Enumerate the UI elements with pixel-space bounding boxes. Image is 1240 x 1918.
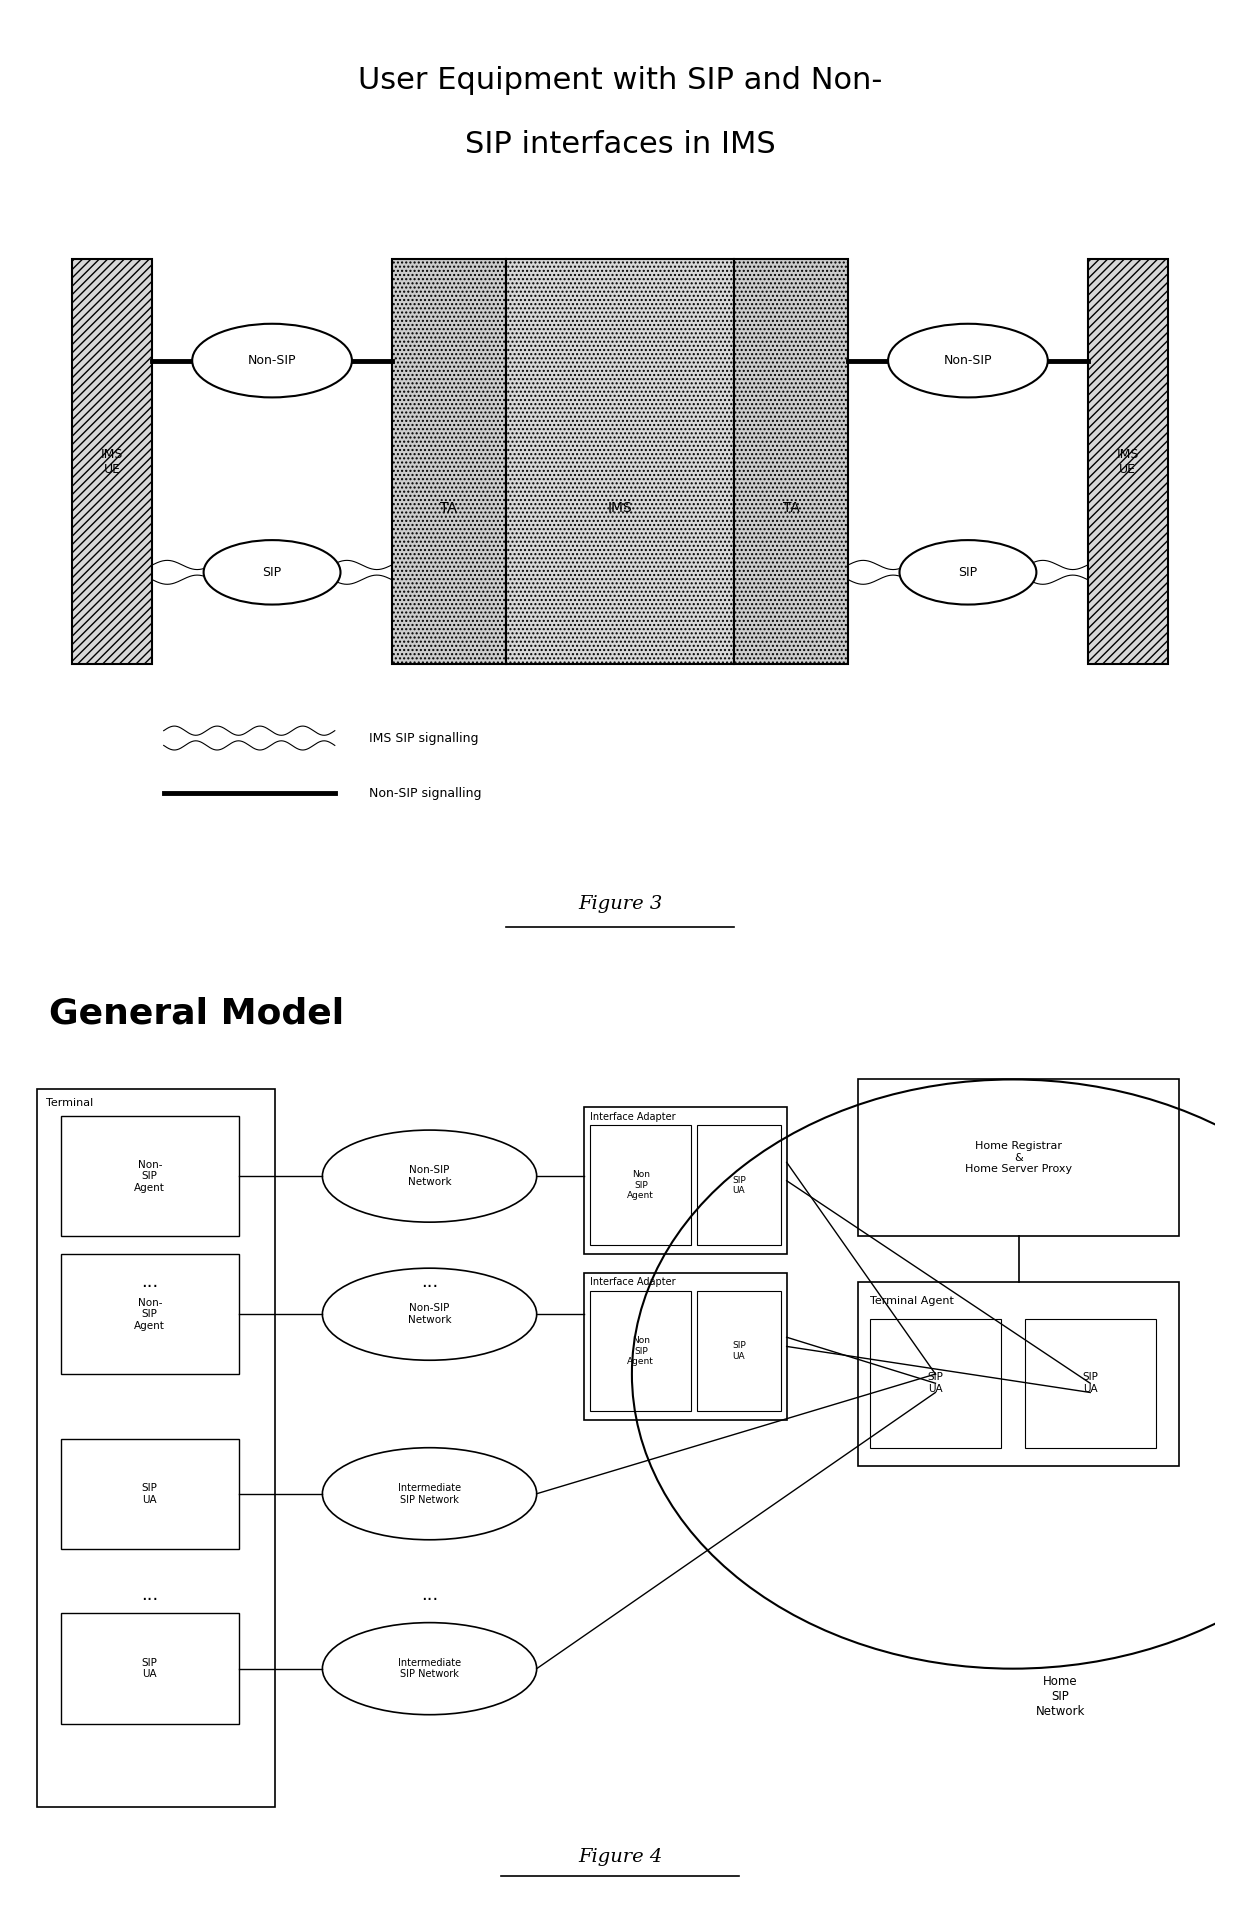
- Text: User Equipment with SIP and Non-: User Equipment with SIP and Non-: [358, 65, 882, 96]
- Text: Interface Adapter: Interface Adapter: [590, 1277, 676, 1287]
- Text: TA: TA: [782, 501, 800, 514]
- Text: IMS SIP signalling: IMS SIP signalling: [370, 731, 479, 744]
- Text: SIP
UA: SIP UA: [732, 1176, 746, 1195]
- Text: Non-SIP: Non-SIP: [944, 355, 992, 366]
- Ellipse shape: [322, 1268, 537, 1360]
- Text: Non-SIP: Non-SIP: [248, 355, 296, 366]
- Bar: [734, 259, 848, 664]
- Bar: [61, 1613, 239, 1724]
- Text: SIP
UA: SIP UA: [732, 1341, 746, 1360]
- Bar: [584, 1274, 786, 1419]
- Text: SIP interfaces in IMS: SIP interfaces in IMS: [465, 130, 775, 159]
- Text: ...: ...: [141, 1586, 159, 1603]
- Text: SIP: SIP: [959, 566, 977, 579]
- Text: SIP
UA: SIP UA: [928, 1373, 944, 1394]
- Text: Terminal Agent: Terminal Agent: [870, 1297, 954, 1306]
- Bar: [697, 1126, 781, 1245]
- Text: Non-SIP signalling: Non-SIP signalling: [370, 786, 481, 800]
- Ellipse shape: [888, 324, 1048, 397]
- Text: Terminal: Terminal: [46, 1097, 93, 1109]
- Text: General Model: General Model: [48, 997, 343, 1030]
- Bar: [584, 1107, 786, 1254]
- Text: Figure 4: Figure 4: [578, 1849, 662, 1866]
- Ellipse shape: [322, 1448, 537, 1540]
- Text: IMS
UE: IMS UE: [102, 449, 124, 476]
- Ellipse shape: [192, 324, 352, 397]
- Text: IMS
UE: IMS UE: [1116, 449, 1138, 476]
- Text: Non
SIP
Agent: Non SIP Agent: [627, 1170, 655, 1201]
- Text: Interface Adapter: Interface Adapter: [590, 1112, 676, 1122]
- Text: IMS: IMS: [608, 501, 632, 514]
- Bar: [590, 1126, 692, 1245]
- Text: Home
SIP
Network: Home SIP Network: [1035, 1674, 1085, 1719]
- Text: Non-
SIP
Agent: Non- SIP Agent: [134, 1298, 165, 1331]
- Bar: [506, 259, 734, 664]
- Text: Non
SIP
Agent: Non SIP Agent: [627, 1337, 655, 1366]
- Bar: [392, 259, 506, 664]
- Text: SIP
UA: SIP UA: [1083, 1373, 1099, 1394]
- Ellipse shape: [899, 541, 1037, 604]
- Text: TA: TA: [440, 501, 458, 514]
- Bar: [858, 1080, 1179, 1235]
- Text: Non-
SIP
Agent: Non- SIP Agent: [134, 1160, 165, 1193]
- Bar: [590, 1291, 692, 1412]
- Ellipse shape: [322, 1623, 537, 1715]
- Bar: [72, 259, 153, 664]
- Bar: [61, 1254, 239, 1373]
- Text: Intermediate
SIP Network: Intermediate SIP Network: [398, 1483, 461, 1504]
- Text: Non-SIP
Network: Non-SIP Network: [408, 1166, 451, 1187]
- Text: Intermediate
SIP Network: Intermediate SIP Network: [398, 1657, 461, 1680]
- Bar: [1024, 1320, 1156, 1448]
- Ellipse shape: [322, 1130, 537, 1222]
- Bar: [870, 1320, 1001, 1448]
- Text: SIP: SIP: [263, 566, 281, 579]
- Bar: [697, 1291, 781, 1412]
- Text: Non-SIP
Network: Non-SIP Network: [408, 1304, 451, 1325]
- Bar: [1087, 259, 1168, 664]
- Text: SIP
UA: SIP UA: [141, 1657, 157, 1680]
- Text: ...: ...: [141, 1274, 159, 1291]
- Bar: [61, 1438, 239, 1550]
- Ellipse shape: [203, 541, 341, 604]
- Text: SIP
UA: SIP UA: [141, 1483, 157, 1504]
- Text: Figure 3: Figure 3: [578, 896, 662, 913]
- Text: ...: ...: [420, 1274, 438, 1291]
- Bar: [858, 1281, 1179, 1465]
- Bar: [37, 1089, 275, 1807]
- Text: Home Registrar
&
Home Server Proxy: Home Registrar & Home Server Proxy: [965, 1141, 1073, 1174]
- Text: ...: ...: [420, 1586, 438, 1603]
- Bar: [61, 1116, 239, 1235]
